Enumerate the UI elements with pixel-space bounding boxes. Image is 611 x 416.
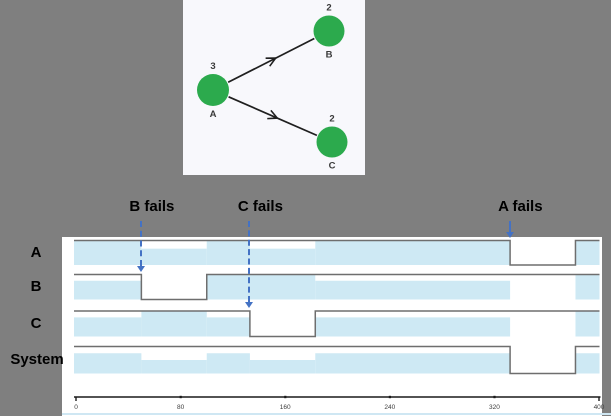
axis-tick-label: 320 — [489, 404, 500, 411]
timeline-row-label-B: B — [30, 278, 42, 295]
node-graph: 3 A 2 B 2 C — [197, 3, 348, 172]
wave-line-B — [74, 273, 600, 301]
node-name-label: B — [326, 50, 333, 61]
axis-tick-label: 160 — [280, 404, 291, 411]
timeline-row-label-System: System — [10, 351, 64, 368]
wave-fill — [315, 317, 511, 337]
wave-fill — [315, 280, 511, 300]
wave-fill — [575, 240, 600, 265]
event-arrow-icon — [245, 221, 254, 308]
edge-A-C — [228, 96, 318, 137]
arrowhead-icon — [265, 57, 278, 67]
wave-fill — [141, 360, 207, 374]
wave-fill — [315, 240, 511, 265]
event-label-A-fails: A fails — [498, 198, 543, 215]
axis-tick — [493, 395, 496, 399]
timeline-waveforms: 0 80 160 240 320 400 — [74, 239, 605, 411]
wave-fill — [74, 240, 142, 265]
event-label-B-fails: B fails — [129, 198, 175, 215]
wave-fill — [575, 311, 600, 337]
wave-fill — [206, 353, 250, 374]
timeline-row-label-A: A — [30, 243, 42, 261]
edge-A-B — [227, 37, 315, 84]
axis-tick — [179, 395, 182, 399]
axis-tick-label: 80 — [177, 404, 185, 411]
event-arrow-icon — [136, 221, 145, 271]
wave-fill — [206, 274, 316, 300]
axis-tick — [284, 395, 287, 399]
wave-line-C — [74, 310, 600, 338]
wave-fill — [206, 317, 250, 337]
axis-tick — [388, 395, 391, 399]
timeline-chart-panel: 0 80 160 240 320 400 — [62, 237, 605, 416]
wave-fill — [141, 248, 207, 265]
wave-line-System — [74, 345, 600, 375]
node-capacity-label: 2 — [326, 3, 331, 14]
wave-line-A — [74, 239, 600, 266]
node-C[interactable] — [316, 126, 348, 158]
wave-fill — [575, 353, 600, 374]
wave-fill — [249, 360, 316, 374]
event-label-C-fails: C fails — [237, 198, 283, 215]
node-A[interactable] — [197, 74, 229, 106]
reliability-diagram-panel: 3 A 2 B 2 C — [183, 0, 365, 175]
arrowhead-icon — [267, 109, 279, 120]
wave-fill — [249, 248, 316, 265]
bottom-strip — [62, 413, 611, 415]
node-name-label: A — [210, 109, 217, 120]
wave-fill — [315, 353, 511, 374]
wave-fill — [206, 240, 250, 265]
node-name-label: C — [329, 161, 336, 172]
node-B[interactable] — [313, 15, 345, 47]
axis-tick-label: 400 — [594, 404, 605, 411]
wave-fill — [141, 311, 207, 337]
node-capacity-label: 3 — [210, 61, 215, 72]
axis-tick-label: 0 — [74, 404, 78, 411]
wave-fill — [74, 353, 142, 374]
wave-fill — [74, 280, 142, 300]
timeline-row-label-C: C — [30, 314, 42, 332]
wave-fill — [575, 274, 600, 300]
axis-tick-label: 240 — [384, 404, 395, 411]
node-capacity-label: 2 — [329, 114, 334, 125]
event-arrow-icon — [505, 221, 514, 237]
wave-fill — [74, 317, 142, 337]
